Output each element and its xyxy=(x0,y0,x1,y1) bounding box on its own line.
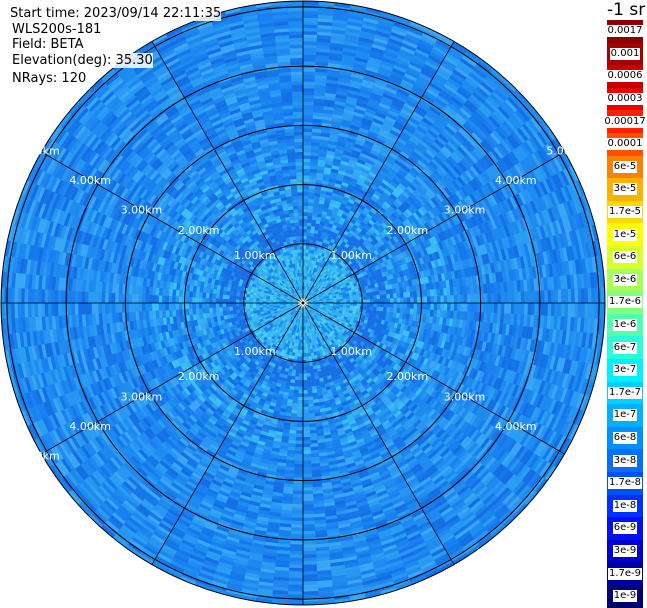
colorbar-level: 6e-9 xyxy=(607,517,643,540)
colorbar-level: 1e-7 xyxy=(607,404,643,427)
range-label-5: 2.00km xyxy=(387,224,429,237)
colorbar-level-label: 3e-8 xyxy=(612,454,638,467)
colorbar-level: 0.0001 xyxy=(606,133,644,156)
colorbar-level: 6e-8 xyxy=(607,426,643,450)
range-label-12: 4.00km xyxy=(69,174,111,187)
colorbar-level: 1.7e-9 xyxy=(607,562,643,585)
colorbar-level: 1.7e-7 xyxy=(607,381,643,405)
colorbar-level: 3e-5 xyxy=(607,178,643,201)
colorbar-level-label: 1e-7 xyxy=(612,409,638,422)
colorbar-level-label: 1.7e-5 xyxy=(607,206,643,219)
range-label-14: 4.00km xyxy=(69,420,111,433)
range-label-13: 4.00km xyxy=(495,174,537,187)
colorbar: 0.0017 0.001 0.0006 0.0003 0.00017 0.0001 6e-5… xyxy=(603,20,647,608)
colorbar-level-label: 3e-7 xyxy=(612,364,638,377)
range-label-7: 2.00km xyxy=(387,370,429,383)
nrays-label: NRays: 120 xyxy=(12,71,87,86)
colorbar-level: 1e-8 xyxy=(607,494,643,518)
range-label-0: 1.00km xyxy=(234,249,276,262)
colorbar-level-label: 0.0001 xyxy=(606,138,644,151)
colorbar-level: 1.7e-5 xyxy=(607,200,643,224)
colorbar-level-label: 1e-8 xyxy=(612,499,638,512)
colorbar-level-label: 3e-6 xyxy=(612,273,638,286)
field-label: Field: BETA xyxy=(12,37,84,52)
range-label-15: 4.00km xyxy=(495,420,537,433)
spoke-120deg xyxy=(302,302,565,455)
colorbar-level: 0.00017 xyxy=(603,110,647,133)
colorbar-level-label: 3e-9 xyxy=(612,545,638,558)
colorbar-level-label: 1e-9 xyxy=(612,590,638,603)
colorbar-level-label: 6e-8 xyxy=(612,432,638,445)
spoke-240deg xyxy=(41,302,304,455)
colorbar-level-label: 0.00017 xyxy=(603,115,647,128)
radar-center-marker xyxy=(298,298,308,308)
range-labels: 1.00km 1.00km 1.00km 1.00km 2.00km 2.00km 2.00… xyxy=(18,145,588,463)
colorbar-unit-label: -1 sr xyxy=(607,0,646,20)
colorbar-level-label: 6e-6 xyxy=(612,251,638,264)
colorbar-level: 3e-9 xyxy=(607,539,643,563)
colorbar-level-label: 1e-6 xyxy=(612,319,638,332)
instrument-label: WLS200s-181 xyxy=(12,22,102,37)
range-label-9: 3.00km xyxy=(444,204,486,217)
colorbar-level-label: 3e-5 xyxy=(612,183,638,196)
range-label-6: 2.00km xyxy=(178,370,220,383)
colorbar-level: 1e-9 xyxy=(607,585,643,608)
colorbar-level-label: 0.0003 xyxy=(606,93,644,106)
spoke-210deg xyxy=(151,302,304,565)
start-time-label: Start time: 2023/09/14 22:11:35 xyxy=(10,6,222,21)
colorbar-level-label: 6e-7 xyxy=(612,341,638,354)
colorbar-level-label: 0.001 xyxy=(609,47,641,60)
colorbar-level: 1e-6 xyxy=(607,313,643,337)
range-label-1: 1.00km xyxy=(330,249,372,262)
colorbar-level: 6e-6 xyxy=(607,246,643,269)
colorbar-level-label: 1e-5 xyxy=(612,228,638,241)
colorbar-level: 3e-6 xyxy=(607,268,643,292)
spoke-150deg xyxy=(302,302,455,565)
range-label-16: 5.00km xyxy=(18,145,60,158)
spoke-330deg xyxy=(151,41,304,304)
colorbar-level-label: 0.0006 xyxy=(606,70,644,83)
range-label-3: 1.00km xyxy=(330,345,372,358)
colorbar-level-label: 1.7e-9 xyxy=(607,567,643,580)
range-label-11: 3.00km xyxy=(444,390,486,403)
colorbar-level-label: 1.7e-8 xyxy=(607,477,643,490)
colorbar-level: 0.0006 xyxy=(606,65,644,88)
colorbar-level: 0.0003 xyxy=(606,87,644,111)
colorbar-level: 6e-7 xyxy=(607,336,643,359)
colorbar-level: 1.7e-8 xyxy=(607,472,643,495)
range-label-8: 3.00km xyxy=(121,204,163,217)
colorbar-level-label: 6e-5 xyxy=(612,160,638,173)
elevation-label: Elevation(deg): 35.30 xyxy=(12,53,153,68)
colorbar-level: 1e-5 xyxy=(607,223,643,246)
beta-field-cells xyxy=(1,1,605,605)
range-label-18: 5.00km xyxy=(18,449,60,462)
colorbar-level-label: 6e-9 xyxy=(612,522,638,535)
spoke-60deg xyxy=(302,151,565,304)
colorbar-level-label: 0.0017 xyxy=(606,25,644,38)
colorbar-level-label: 1.7e-7 xyxy=(607,386,643,399)
colorbar-level: 3e-8 xyxy=(607,449,643,472)
range-label-2: 1.00km xyxy=(234,345,276,358)
colorbar-level: 3e-7 xyxy=(607,359,643,382)
azimuth-spokes xyxy=(1,1,605,605)
colorbar-level: 0.001 xyxy=(607,42,643,66)
range-label-10: 3.00km xyxy=(121,390,163,403)
spoke-300deg xyxy=(41,151,304,304)
colorbar-level: 1.7e-6 xyxy=(607,291,643,314)
colorbar-level-label: 1.7e-6 xyxy=(607,296,643,309)
range-label-17: 5.00km xyxy=(546,145,588,158)
spoke-30deg xyxy=(302,41,455,304)
colorbar-level: 6e-5 xyxy=(607,155,643,179)
range-label-4: 2.00km xyxy=(178,224,220,237)
colorbar-level: 0.0017 xyxy=(606,20,644,43)
